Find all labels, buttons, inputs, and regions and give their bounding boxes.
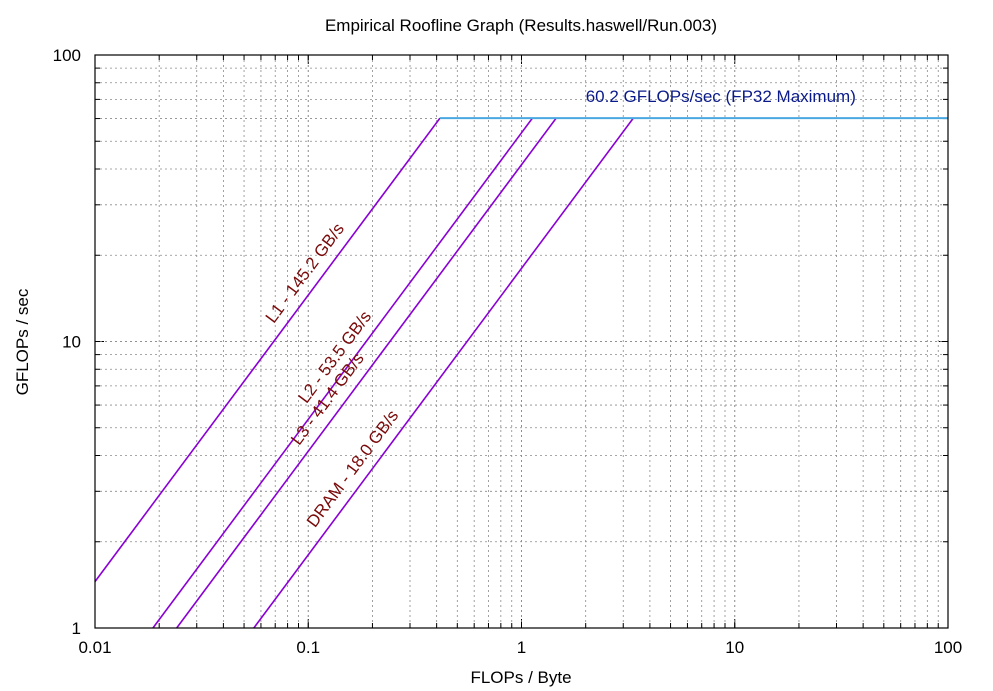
roof-labels: L1 - 145.2 GB/sL2 - 53.5 GB/sL3 - 41.4 G… (262, 220, 403, 531)
x-tick-label: 10 (725, 638, 744, 657)
x-axis-label: FLOPs / Byte (470, 668, 571, 687)
roof-line-4 (253, 117, 634, 629)
peak-group: 60.2 GFLOPs/sec (FP32 Maximum) (439, 87, 948, 120)
x-tick-label: 0.01 (78, 638, 111, 657)
y-tick-label: 100 (53, 46, 81, 65)
x-tick-label: 100 (934, 638, 962, 657)
roof-lines (94, 117, 634, 629)
plot-frame (94, 54, 949, 629)
chart-title: Empirical Roofline Graph (Results.haswel… (325, 16, 717, 35)
roof-label-1: L1 - 145.2 GB/s (262, 220, 348, 327)
y-tick-label: 10 (62, 333, 81, 352)
roof-line-1 (94, 117, 441, 583)
x-tick-label: 0.1 (296, 638, 320, 657)
grid (95, 55, 948, 628)
peak-label: 60.2 GFLOPs/sec (FP32 Maximum) (586, 87, 856, 106)
y-axis-label: GFLOPs / sec (13, 288, 32, 395)
tick-labels: 0.01 0.1 1 10 100 1 10 100 (53, 46, 963, 657)
roof-line-3 (176, 117, 557, 629)
y-tick-label: 1 (72, 619, 81, 638)
roof-line-2 (152, 117, 534, 629)
x-tick-label: 1 (517, 638, 526, 657)
